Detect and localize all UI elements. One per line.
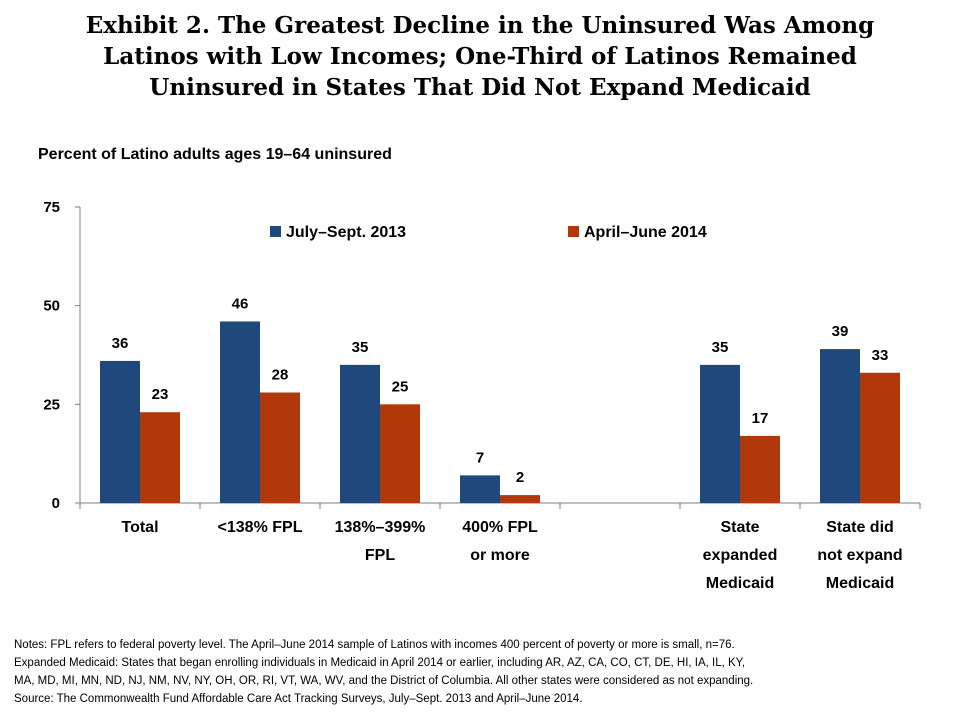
data-label: 39 <box>832 323 849 340</box>
category-label: State <box>720 519 759 536</box>
data-label: 25 <box>392 378 409 395</box>
legend-label: July–Sept. 2013 <box>286 224 406 241</box>
data-label: 36 <box>112 335 129 352</box>
y-tick-label: 50 <box>43 298 60 315</box>
category-label: Medicaid <box>826 575 894 592</box>
category-label: 400% FPL <box>462 519 538 536</box>
data-label: 7 <box>476 449 484 466</box>
notes: Notes: FPL refers to federal poverty lev… <box>14 636 949 708</box>
bar <box>100 360 140 503</box>
bar <box>220 321 260 503</box>
source-line: Source: The Commonwealth Fund Affordable… <box>14 693 583 705</box>
chart-title: Exhibit 2. The Greatest Decline in the U… <box>20 10 940 103</box>
category-label: <138% FPL <box>218 519 303 536</box>
category-label: expanded <box>703 547 778 564</box>
data-label: 33 <box>872 347 889 364</box>
notes-line-2: Expanded Medicaid: States that began enr… <box>14 657 746 669</box>
legend-swatch <box>568 226 579 237</box>
bar <box>700 364 740 503</box>
data-label: 35 <box>712 339 729 356</box>
title-line-1: Exhibit 2. The Greatest Decline in the U… <box>85 12 875 39</box>
title-line-3: Uninsured in States That Did Not Expand … <box>149 74 811 101</box>
category-label: not expand <box>817 547 902 564</box>
bar <box>380 404 420 503</box>
category-label: Total <box>121 519 158 536</box>
data-label: 17 <box>752 410 769 427</box>
notes-line-1: Notes: FPL refers to federal poverty lev… <box>14 639 735 651</box>
data-label: 28 <box>272 366 289 383</box>
data-label: 23 <box>152 386 169 403</box>
bar-chart: 0 25 50 75 36 46 35 7 35 39 23 28 25 2 17 33 Total <138% … <box>43 199 921 592</box>
category-label: State did <box>826 519 894 536</box>
category-label: 138%–399% <box>335 519 426 536</box>
bar <box>460 475 500 503</box>
category-label: FPL <box>365 547 395 564</box>
bar <box>500 495 540 503</box>
bar <box>260 392 300 503</box>
data-label: 35 <box>352 339 369 356</box>
y-tick-label: 0 <box>52 495 60 512</box>
bar <box>140 412 180 503</box>
category-label: Medicaid <box>706 575 774 592</box>
category-label: or more <box>470 547 530 564</box>
bar <box>860 372 900 503</box>
bar <box>740 435 780 503</box>
legend-swatch <box>270 226 281 237</box>
title-line-2: Latinos with Low Incomes; One-Third of L… <box>103 43 857 70</box>
bar <box>340 364 380 503</box>
y-tick-label: 75 <box>43 199 60 216</box>
y-axis-label: Percent of Latino adults ages 19–64 unin… <box>38 146 392 163</box>
legend-label: April–June 2014 <box>584 224 707 241</box>
notes-line-3: MA, MD, MI, MN, ND, NJ, NM, NV, NY, OH, … <box>14 675 754 687</box>
bar <box>820 349 860 503</box>
data-label: 46 <box>232 295 249 312</box>
data-label: 2 <box>516 469 524 486</box>
y-tick-label: 25 <box>43 396 60 413</box>
